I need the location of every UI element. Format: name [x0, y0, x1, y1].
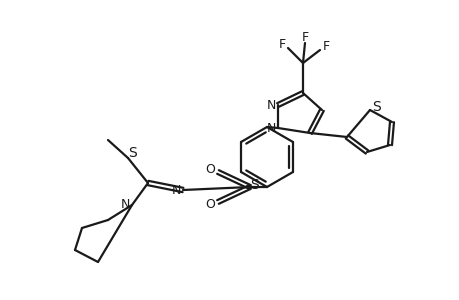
Text: N: N	[266, 122, 275, 134]
Text: F: F	[322, 40, 329, 52]
Text: O: O	[205, 199, 214, 212]
Text: F: F	[301, 31, 308, 44]
Text: S: S	[372, 100, 381, 114]
Text: O: O	[205, 163, 214, 176]
Text: F: F	[278, 38, 285, 50]
Text: N: N	[120, 199, 129, 212]
Text: N: N	[266, 98, 275, 112]
Text: S: S	[129, 146, 137, 160]
Text: S: S	[250, 178, 259, 192]
Text: N: N	[171, 184, 180, 196]
